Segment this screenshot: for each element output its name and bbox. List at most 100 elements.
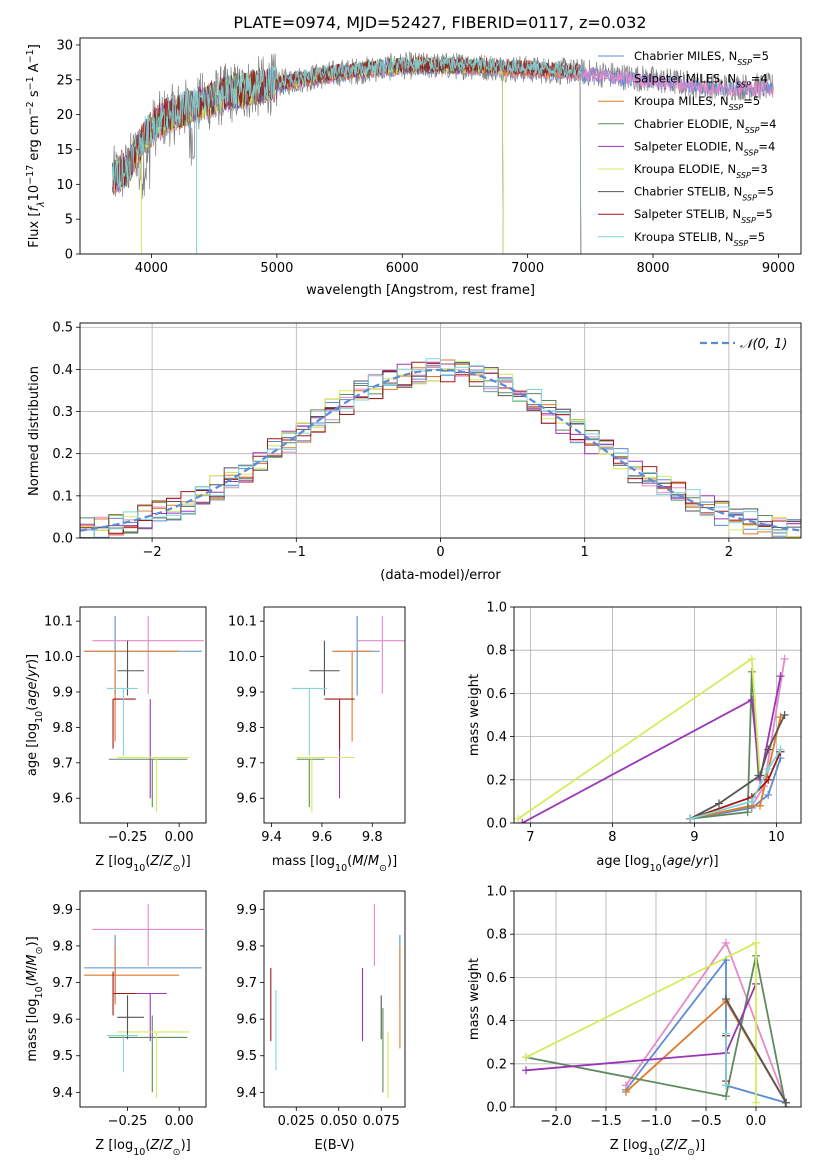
y-tick-label: 9.7 bbox=[52, 756, 73, 771]
x-tick-label: 0 bbox=[436, 545, 444, 560]
salpeter_miles-weight-marker bbox=[780, 654, 789, 663]
y-tick-label: 9.6 bbox=[236, 1013, 257, 1028]
salpeter_stelib-weight-line bbox=[690, 751, 782, 820]
y-tick-label: 9.8 bbox=[236, 721, 257, 736]
x-tick-label: 0.00 bbox=[165, 830, 194, 845]
y-tick-label: 9.6 bbox=[52, 792, 73, 807]
x-axis-label: wavelength [Angstrom, rest frame] bbox=[306, 283, 535, 298]
x-axis-label: Z [log10(Z/Z⊙)] bbox=[610, 1138, 705, 1158]
salpeter_elodie-weight-marker bbox=[776, 672, 785, 681]
x-tick-label: 4000 bbox=[135, 261, 168, 276]
salpeter_miles-weight-marker bbox=[722, 938, 730, 947]
x-tick-label: 7 bbox=[526, 830, 534, 845]
y-axis-label: mass weight bbox=[467, 958, 482, 1040]
x-axis-label: age [log10(age/yr)] bbox=[596, 854, 718, 874]
chabrier_stelib-weight-line bbox=[725, 998, 787, 1104]
salpeter_elodie-weight-marker bbox=[518, 819, 527, 823]
figure-title: PLATE=0974, MJD=52427, FIBERID=0117, z=0… bbox=[233, 13, 646, 32]
x-tick-label: 7000 bbox=[511, 261, 544, 276]
kroupa_stelib-weight-marker bbox=[776, 745, 785, 754]
ebv_mass-panel: 0.025 0.050 0.075 9.4 9.5 9.6 9.7 9.8 9.9 E(B-V) bbox=[236, 890, 406, 1153]
kroupa_stelib-weight-line bbox=[690, 749, 782, 820]
kroupa_miles-weight-line bbox=[690, 716, 782, 820]
x-tick-label: 0.0 bbox=[746, 1114, 767, 1129]
x-tick-label: 8 bbox=[608, 830, 616, 845]
y-tick-label: 10.0 bbox=[44, 650, 73, 665]
y-tick-label: 9.6 bbox=[52, 1013, 73, 1028]
mass_age-plot-area bbox=[291, 615, 405, 813]
ebv_mass-plot-area bbox=[270, 903, 401, 1098]
residuals-plot-area bbox=[80, 358, 801, 538]
x-tick-label: 0.025 bbox=[278, 1114, 315, 1129]
x-tick-label: −1 bbox=[287, 545, 306, 560]
salpeter_elodie-weight-marker bbox=[522, 1066, 530, 1075]
y-tick-label: 0.8 bbox=[486, 644, 507, 659]
age_weight-frame bbox=[513, 606, 802, 824]
salpeter_stelib-weight-marker bbox=[764, 775, 773, 784]
chabrier_stelib-weight-marker bbox=[780, 711, 789, 719]
kroupa_stelib-weight-marker bbox=[722, 1029, 730, 1038]
x-tick-label: 2 bbox=[725, 545, 733, 560]
kroupa_elodie-weight-marker bbox=[752, 938, 760, 947]
chabrier_miles-weight-line bbox=[690, 757, 782, 820]
residuals-frame bbox=[79, 322, 802, 539]
y-axis-label: Normed distribution bbox=[27, 366, 42, 496]
spectrum-plot-area bbox=[112, 51, 774, 254]
y-tick-label: 9.7 bbox=[236, 976, 257, 991]
age_weight-plot-area bbox=[514, 654, 789, 823]
y-tick-label: 0.0 bbox=[486, 817, 507, 832]
chabrier_stelib-weight-marker bbox=[715, 799, 723, 808]
y-tick-label: 9.9 bbox=[52, 685, 73, 700]
y-tick-label: 0.6 bbox=[486, 971, 507, 986]
kroupa_elodie-weight-marker bbox=[752, 1098, 760, 1107]
x-tick-label: 8000 bbox=[636, 261, 669, 276]
legend-entry-kroupa_miles: Kroupa MILES, NSSP=5 bbox=[634, 94, 760, 112]
x-tick-label: 5000 bbox=[260, 261, 293, 276]
spectrum-frame bbox=[79, 37, 802, 255]
y-tick-label: 0.4 bbox=[52, 363, 73, 378]
z_age-plot-area bbox=[84, 615, 204, 813]
y-tick-label: 9.9 bbox=[236, 903, 257, 918]
legend-label-normal: 𝒩(0, 1) bbox=[740, 337, 787, 352]
y-tick-label: 9.5 bbox=[236, 1049, 257, 1064]
legend-entry-chabrier_miles: Chabrier MILES, NSSP=5 bbox=[634, 49, 769, 67]
y-tick-label: 9.7 bbox=[236, 756, 257, 771]
y-tick-label: 9.9 bbox=[52, 903, 73, 918]
kroupa_miles-weight-marker bbox=[756, 801, 764, 810]
x-axis-label: mass [log10(M/M⊙)] bbox=[272, 854, 397, 874]
x-tick-label: −2.0 bbox=[540, 1114, 572, 1129]
y-tick-label: 25 bbox=[56, 73, 73, 88]
age_weight-panel: 7 8 9 10 0.0 0.2 0.4 0.6 0.8 1.0 age [log10(age/yr… bbox=[467, 601, 802, 874]
kroupa_stelib-weight-marker bbox=[722, 1081, 730, 1090]
y-tick-label: 0 bbox=[65, 248, 73, 263]
salpeter_elodie-model-line bbox=[112, 57, 504, 254]
spectrum-panel: 4000 5000 6000 7000 8000 9000 0 5 10 15 20 25 30 Chab… bbox=[25, 37, 802, 298]
ebv_mass-frame bbox=[263, 890, 406, 1108]
y-axis-label: mass [log10(M/M⊙)] bbox=[25, 936, 45, 1061]
x-tick-label: 9 bbox=[690, 830, 698, 845]
y-tick-label: 10.1 bbox=[44, 615, 73, 630]
kroupa_miles-model-line bbox=[112, 58, 582, 254]
y-tick-label: 0.2 bbox=[486, 773, 507, 788]
y-tick-label: 9.4 bbox=[52, 1086, 73, 1101]
y-tick-label: 10.0 bbox=[228, 650, 257, 665]
y-tick-label: 20 bbox=[56, 108, 73, 123]
y-tick-label: 9.8 bbox=[236, 939, 257, 954]
z_age-panel: −0.25 0.00 9.6 9.7 9.8 9.9 10.0 10.1 Z [log10(Z/… bbox=[25, 606, 207, 874]
salpeter_elodie-weight-line bbox=[521, 675, 782, 823]
z_mass-plot-area bbox=[84, 903, 204, 1098]
y-tick-label: 9.7 bbox=[52, 976, 73, 991]
x-tick-label: 10 bbox=[768, 830, 785, 845]
y-tick-label: 9.5 bbox=[52, 1049, 73, 1064]
x-axis-label: Z [log10(Z/Z⊙)] bbox=[95, 1138, 190, 1158]
kroupa_stelib-weight-marker bbox=[686, 814, 695, 823]
x-tick-label: −0.25 bbox=[108, 830, 148, 845]
chabrier_stelib-model-line bbox=[112, 56, 582, 254]
y-tick-label: 9.9 bbox=[236, 685, 257, 700]
legend-entry-kroupa_elodie: Kroupa ELODIE, NSSP=3 bbox=[634, 162, 768, 180]
y-tick-label: 0.0 bbox=[52, 532, 73, 547]
y-tick-label: 10 bbox=[56, 178, 73, 193]
chabrier_miles-weight-marker bbox=[764, 790, 773, 799]
y-tick-label: 9.6 bbox=[236, 792, 257, 807]
